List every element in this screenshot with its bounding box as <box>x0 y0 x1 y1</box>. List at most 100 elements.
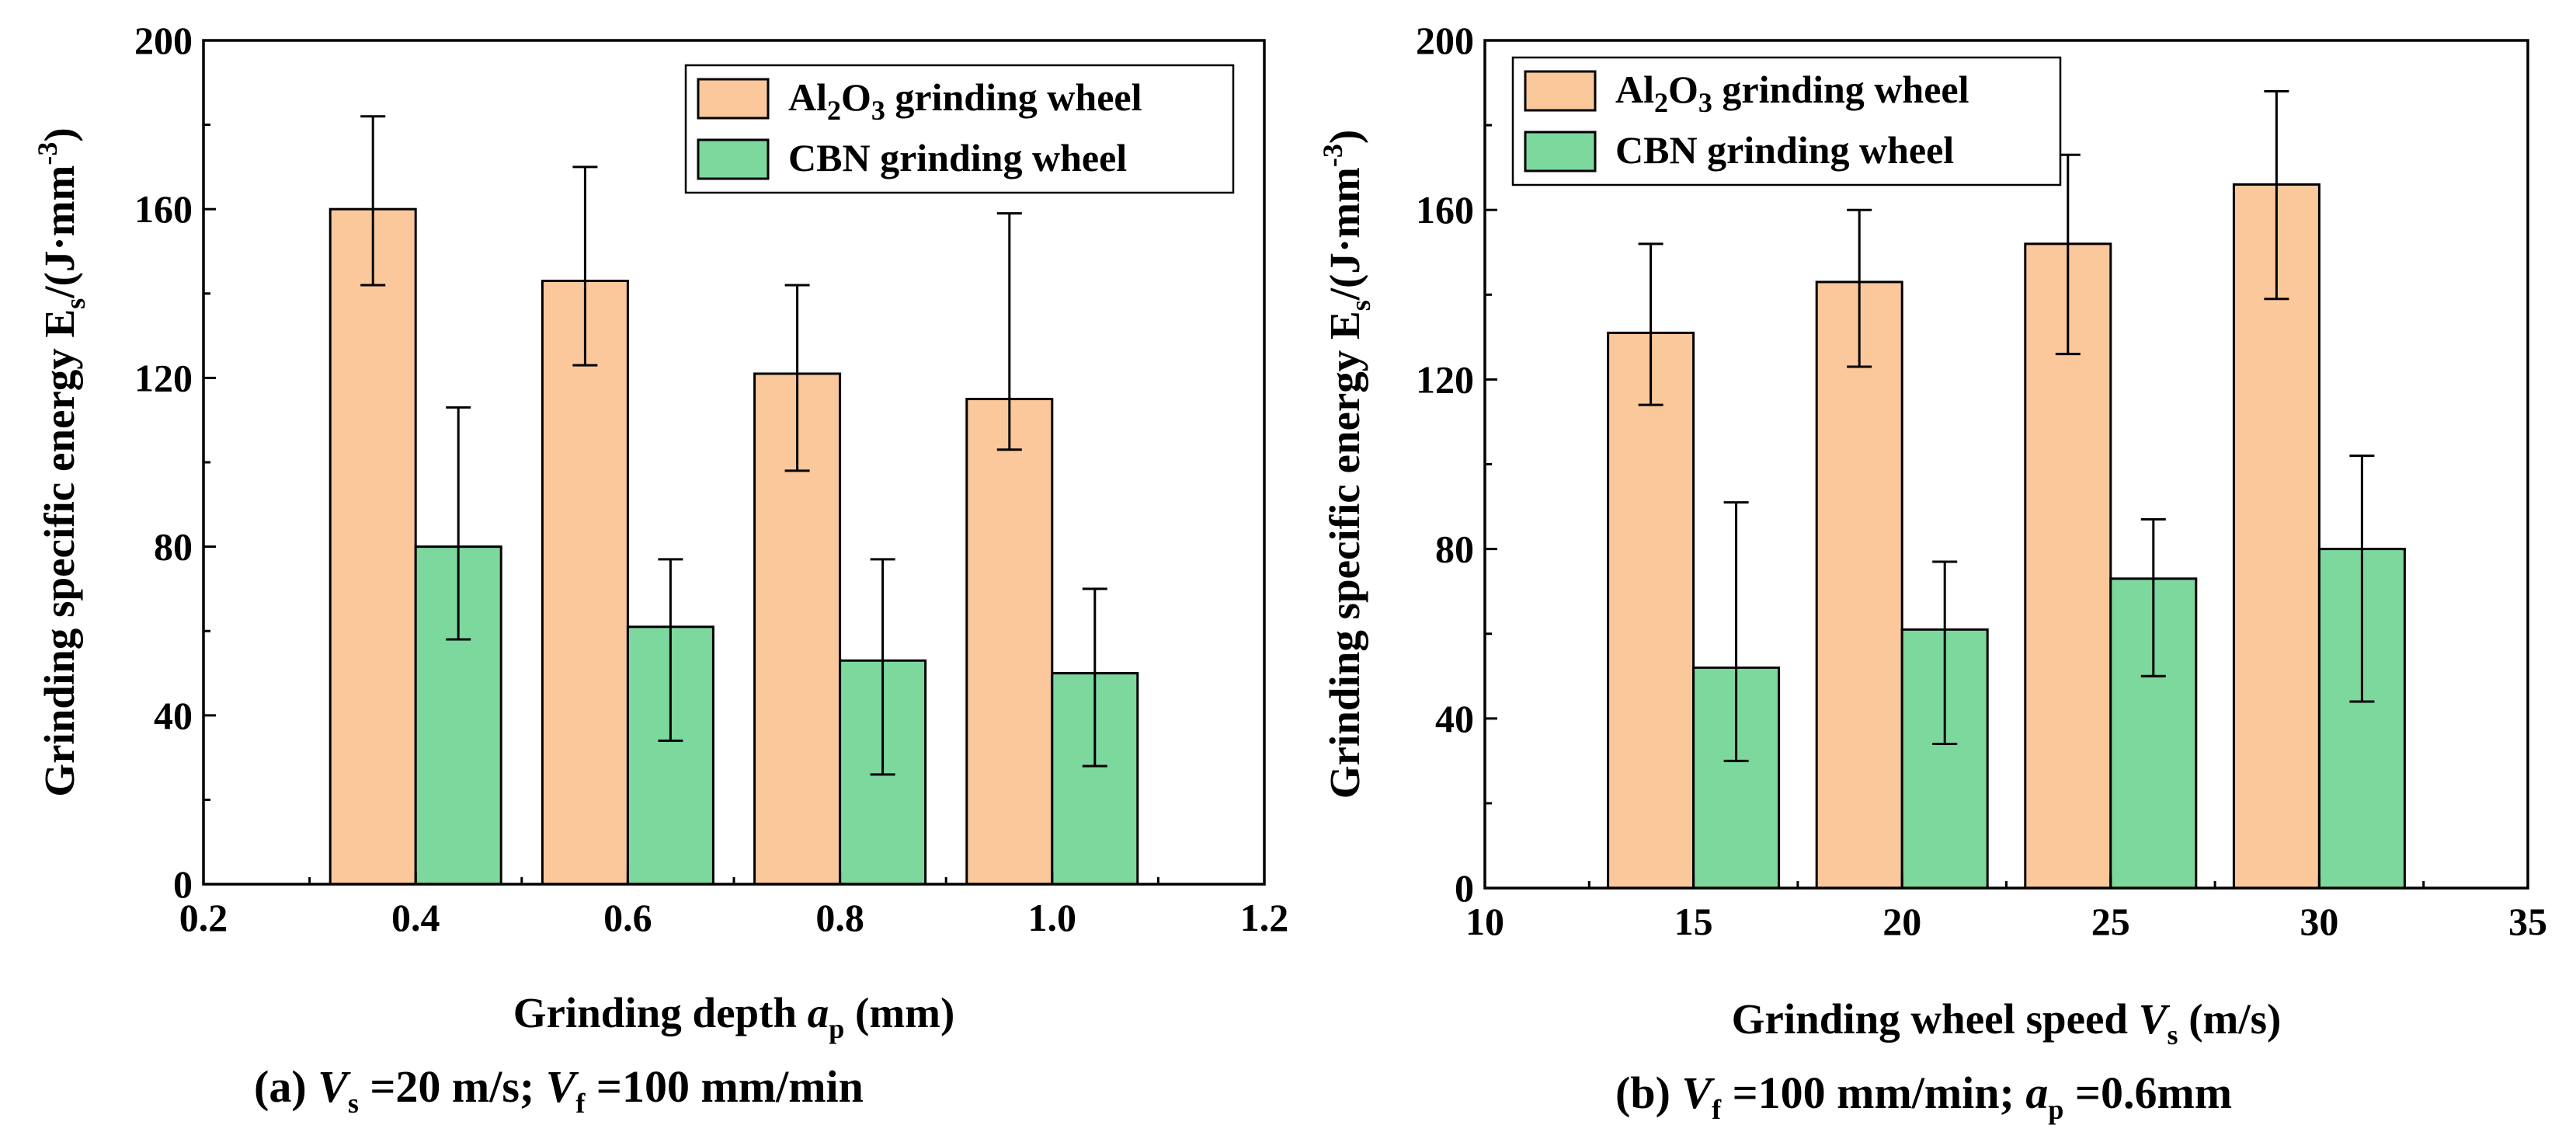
x-tick-label: 1.0 <box>1028 896 1077 939</box>
legend-box <box>1511 56 2062 186</box>
x-tick-label-part: 25 <box>2091 900 2130 943</box>
y-tick-label-part: 40 <box>154 694 193 737</box>
y-tick-label: 40 <box>1435 697 1474 740</box>
x-tick-label-part: 0.6 <box>603 896 652 939</box>
legend-label-cbn: CBN grinding wheel <box>788 136 1127 179</box>
y-tick-label-part: 160 <box>134 187 193 231</box>
x-axis-label-part: V <box>2139 995 2171 1043</box>
y-tick-label-part: 80 <box>154 525 193 569</box>
panel-caption-part: (b) <box>1615 1068 1681 1118</box>
x-tick-label: 35 <box>2508 900 2547 943</box>
x-tick-label: 15 <box>1674 900 1713 943</box>
x-axis-label-part: s <box>2167 1019 2178 1050</box>
bar-al2o3 <box>1607 331 1695 890</box>
panel-caption-part: a <box>2025 1068 2048 1118</box>
x-tick-label-part: 15 <box>1674 900 1713 943</box>
panel-caption-part: p <box>2048 1094 2063 1125</box>
y-tick-label-part: 0 <box>1455 866 1474 910</box>
x-tick-label: 25 <box>2091 900 2130 943</box>
y-tick-label-part: 160 <box>1416 188 1474 232</box>
panel-caption-part: (a) <box>254 1061 318 1112</box>
y-axis-label-part: s <box>60 298 91 309</box>
x-axis-label-part: (mm) <box>844 989 954 1036</box>
bar-al2o3 <box>965 398 1054 886</box>
y-tick-label: 0 <box>1455 866 1474 910</box>
x-axis-label-part: Grinding wheel speed <box>1732 995 2139 1043</box>
legend-label-al2o3-part: O <box>841 75 871 119</box>
x-tick-label-part: 1.0 <box>1028 896 1077 939</box>
legend-label-al2o3-part: grinding wheel <box>885 75 1142 119</box>
chart-panel-a: 0 40 80 120 160 200 0.2 0.4 0.6 0.8 1.0 1.2 Grinding… <box>32 19 1288 1119</box>
legend-swatch-cbn <box>697 138 770 180</box>
y-tick-label: 160 <box>134 187 193 231</box>
x-tick-label-part: 10 <box>1465 900 1504 943</box>
y-tick-label-part: 120 <box>1416 357 1474 401</box>
y-tick-label: 0 <box>173 862 193 906</box>
panel-caption: (a) Vs =20 m/s; Vf =100 mm/min <box>254 1061 864 1119</box>
panel-caption: (b) Vf =100 mm/min; ap =0.6mm <box>1615 1068 2232 1125</box>
y-axis-label: Grinding specific energy Es/(J·mm-3) <box>1317 130 1376 799</box>
panel-caption-part: =20 m/s; <box>359 1061 546 1112</box>
legend-label-al2o3-part: 2 <box>1654 87 1668 118</box>
x-tick-label-part: 30 <box>2300 900 2338 943</box>
bar-al2o3 <box>329 207 417 886</box>
y-axis-label-part: -3 <box>32 142 63 165</box>
x-tick-label-part: 20 <box>1882 900 1921 943</box>
legend-box <box>684 64 1235 194</box>
x-tick-label: 10 <box>1465 900 1504 943</box>
y-tick-label: 120 <box>134 356 193 399</box>
y-tick-label: 120 <box>1416 357 1474 401</box>
legend-label-al2o3-part: Al <box>1615 68 1654 111</box>
x-tick-label-part: 0.4 <box>391 896 440 939</box>
legend: Al2O3 grinding wheel CBN grinding wheel <box>1511 56 2062 186</box>
y-tick-label-part: 0 <box>173 862 193 906</box>
legend-label-al2o3-part: 3 <box>1698 87 1712 118</box>
panel-caption-part: V <box>1681 1068 1715 1118</box>
y-axis-label-part: /(J·mm <box>1321 167 1368 301</box>
y-tick-label: 40 <box>154 694 193 737</box>
y-tick-label: 200 <box>1416 19 1474 62</box>
y-tick-label-part: 40 <box>1435 697 1474 740</box>
bar-al2o3 <box>1815 280 1903 890</box>
panel-caption-part: =100 mm/min <box>585 1061 863 1112</box>
x-tick-label-part: 1.2 <box>1240 896 1289 939</box>
x-axis-label-part: (m/s) <box>2178 995 2281 1043</box>
x-axis-label: Grinding wheel speed Vs (m/s) <box>1732 995 2282 1050</box>
legend-label-cbn-part: CBN grinding wheel <box>1615 128 1954 172</box>
y-tick-label: 80 <box>1435 528 1474 571</box>
legend-label-al2o3-part: Al <box>788 75 827 119</box>
x-axis-label: Grinding depth ap (mm) <box>513 989 955 1044</box>
legend-swatch-al2o3 <box>1524 70 1597 112</box>
x-tick-label: 0.6 <box>603 896 652 939</box>
legend-label-al2o3: Al2O3 grinding wheel <box>788 75 1142 126</box>
y-tick-label-part: 120 <box>134 356 193 399</box>
x-tick-label: 0.4 <box>391 896 440 939</box>
y-axis-label-part: ) <box>36 127 83 141</box>
x-axis-label-part: p <box>829 1013 844 1044</box>
y-tick-label: 200 <box>134 19 193 62</box>
x-axis-label-part: a <box>808 989 829 1036</box>
x-tick-label: 20 <box>1882 900 1921 943</box>
x-tick-label: 1.2 <box>1240 896 1289 939</box>
y-axis-label-part: s <box>1345 300 1376 311</box>
y-tick-label-part: 200 <box>1416 19 1474 62</box>
legend-label-cbn: CBN grinding wheel <box>1615 128 1954 172</box>
legend-swatch-al2o3 <box>697 78 770 120</box>
y-axis-label: Grinding specific energy Es/(J·mm-3) <box>32 127 91 796</box>
y-axis-label-part: /(J·mm <box>36 165 83 299</box>
panel-caption-part: f <box>575 1088 586 1119</box>
x-tick-label-part: 0.8 <box>815 896 864 939</box>
y-axis-label-part: ) <box>1321 130 1368 144</box>
y-tick-label: 80 <box>154 525 193 569</box>
x-axis-label-part: Grinding depth <box>513 989 808 1036</box>
x-tick-label: 0.8 <box>815 896 864 939</box>
y-tick-label: 160 <box>1416 188 1474 232</box>
x-tick-label-part: 0.2 <box>179 896 228 939</box>
y-tick-label-part: 80 <box>1435 528 1474 571</box>
legend-label-cbn-part: CBN grinding wheel <box>788 136 1127 179</box>
legend-swatch-cbn <box>1524 131 1597 172</box>
legend-label-al2o3-part: grinding wheel <box>1712 68 1969 111</box>
x-tick-label: 0.2 <box>179 896 228 939</box>
legend-label-al2o3-part: 3 <box>871 95 885 126</box>
x-tick-label: 30 <box>2300 900 2338 943</box>
